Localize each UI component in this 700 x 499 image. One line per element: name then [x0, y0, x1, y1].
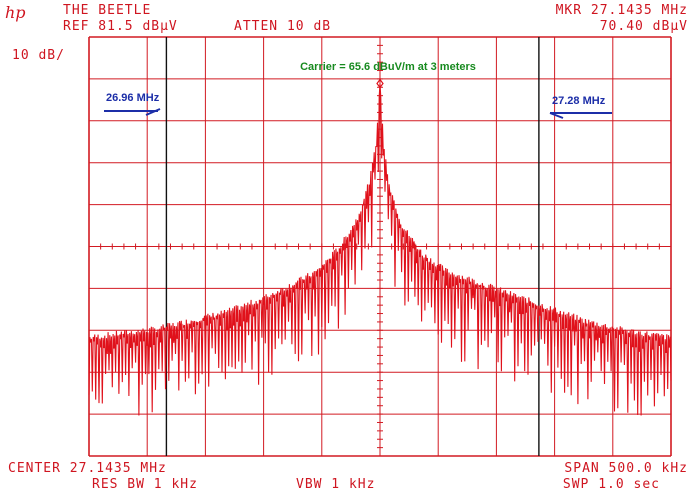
marker-freq-text: MKR 27.1435 MHz: [555, 3, 688, 18]
peak-marker: [376, 78, 384, 89]
annotations: Carrier = 65.6 dBuV/m at 3 meters 26.96 …: [104, 61, 612, 119]
ref-level-text: REF 81.5 dBµV: [63, 19, 178, 34]
right-marker-arrow: [549, 112, 564, 119]
marker-level-text: 70.40 dBµV: [599, 19, 688, 34]
left-marker-arrow: [145, 108, 161, 116]
spectrum-trace: [88, 78, 672, 416]
title-text: THE BEETLE: [63, 3, 152, 18]
right-marker-label: 27.28 MHz: [552, 95, 606, 107]
attenuation-text: ATTEN 10 dB: [234, 19, 332, 34]
vbw-text: VBW 1 kHz: [296, 477, 376, 492]
spectrum-trace-line: [88, 83, 672, 416]
sweep-text: SWP 1.0 sec: [562, 477, 660, 492]
left-marker-label: 26.96 MHz: [106, 92, 160, 104]
res-bw-text: RES BW 1 kHz: [92, 477, 198, 492]
frequency-marker-lines: [165, 37, 540, 456]
span-text: SPAN 500.0 kHz: [564, 461, 688, 476]
center-freq-text: CENTER 27.1435 MHz: [8, 461, 167, 476]
hp-logo: hp: [5, 3, 26, 22]
carrier-annotation: Carrier = 65.6 dBuV/m at 3 meters: [300, 61, 476, 73]
scale-text: 10 dB/: [12, 48, 65, 63]
